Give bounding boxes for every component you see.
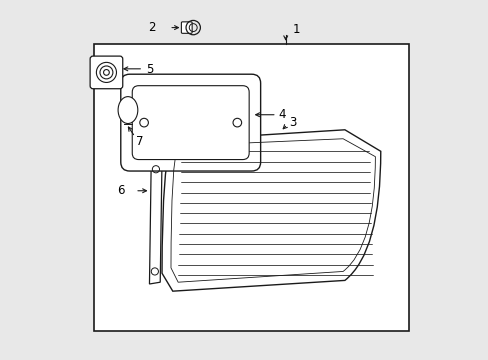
- Bar: [94, 44, 408, 330]
- PathPatch shape: [162, 130, 380, 291]
- FancyBboxPatch shape: [181, 22, 192, 33]
- Text: 5: 5: [145, 63, 153, 76]
- Text: 4: 4: [278, 108, 285, 121]
- FancyBboxPatch shape: [132, 86, 249, 159]
- Text: 6: 6: [117, 184, 124, 197]
- FancyBboxPatch shape: [121, 74, 260, 171]
- Text: 1: 1: [292, 23, 300, 36]
- Text: 3: 3: [289, 116, 296, 129]
- FancyBboxPatch shape: [90, 56, 122, 89]
- Text: 2: 2: [147, 21, 155, 34]
- Polygon shape: [149, 158, 162, 284]
- Text: 7: 7: [136, 135, 143, 148]
- Ellipse shape: [118, 96, 138, 123]
